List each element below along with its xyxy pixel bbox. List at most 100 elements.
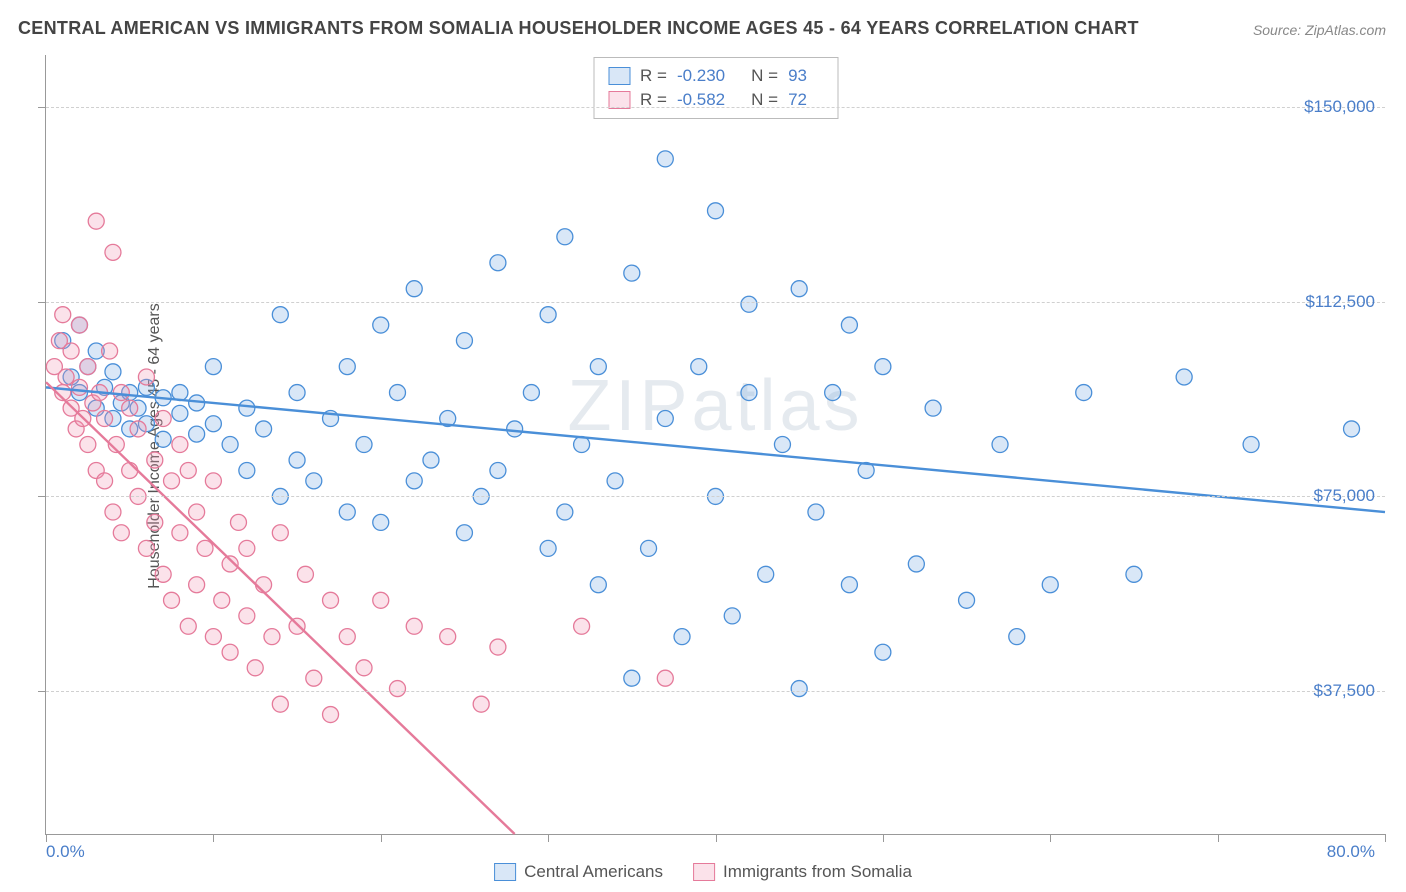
data-point	[875, 644, 891, 660]
data-point	[339, 504, 355, 520]
data-point	[440, 629, 456, 645]
legend-item-b: Immigrants from Somalia	[693, 862, 912, 882]
data-point	[113, 385, 129, 401]
x-tick-mark	[548, 834, 549, 842]
data-point	[641, 540, 657, 556]
data-point	[172, 525, 188, 541]
data-point	[189, 426, 205, 442]
x-axis-max-label: 80.0%	[1327, 842, 1375, 862]
data-point	[155, 431, 171, 447]
legend-swatch-a	[494, 863, 516, 881]
data-point	[373, 514, 389, 530]
plot-area: ZIPatlas R = -0.230 N = 93 R = -0.582 N …	[45, 55, 1385, 835]
data-point	[590, 577, 606, 593]
data-point	[205, 359, 221, 375]
y-tick-label: $37,500	[1314, 681, 1375, 701]
data-point	[674, 629, 690, 645]
stats-row-series-a: R = -0.230 N = 93	[608, 64, 823, 88]
data-point	[122, 400, 138, 416]
data-point	[58, 369, 74, 385]
data-point	[925, 400, 941, 416]
data-point	[574, 618, 590, 634]
r-value-a: -0.230	[677, 66, 725, 86]
data-point	[607, 473, 623, 489]
data-point	[289, 385, 305, 401]
data-point	[239, 540, 255, 556]
data-point	[741, 385, 757, 401]
data-point	[1126, 566, 1142, 582]
data-point	[88, 213, 104, 229]
data-point	[205, 416, 221, 432]
data-point	[507, 421, 523, 437]
data-point	[205, 473, 221, 489]
x-tick-mark	[883, 834, 884, 842]
x-tick-mark	[46, 834, 47, 842]
data-point	[1009, 629, 1025, 645]
data-point	[247, 660, 263, 676]
data-point	[122, 462, 138, 478]
data-point	[540, 307, 556, 323]
data-point	[306, 473, 322, 489]
x-tick-mark	[1050, 834, 1051, 842]
data-point	[189, 577, 205, 593]
y-tick-label: $150,000	[1304, 97, 1375, 117]
data-point	[172, 405, 188, 421]
gridline-h	[46, 691, 1385, 692]
data-point	[105, 244, 121, 260]
data-point	[791, 281, 807, 297]
data-point	[540, 540, 556, 556]
x-tick-mark	[1218, 834, 1219, 842]
data-point	[197, 540, 213, 556]
data-point	[71, 317, 87, 333]
y-tick-mark	[38, 496, 46, 497]
data-point	[456, 333, 472, 349]
data-point	[841, 317, 857, 333]
legend-label-b: Immigrants from Somalia	[723, 862, 912, 882]
data-point	[272, 307, 288, 323]
data-point	[289, 618, 305, 634]
data-point	[657, 670, 673, 686]
data-point	[138, 540, 154, 556]
chart-container: CENTRAL AMERICAN VS IMMIGRANTS FROM SOMA…	[0, 0, 1406, 892]
data-point	[1076, 385, 1092, 401]
data-point	[557, 229, 573, 245]
data-point	[180, 618, 196, 634]
legend-label-a: Central Americans	[524, 862, 663, 882]
r-label-a: R =	[640, 66, 667, 86]
data-point	[155, 566, 171, 582]
data-point	[657, 411, 673, 427]
data-point	[406, 473, 422, 489]
scatter-plot-svg	[46, 55, 1385, 834]
data-point	[164, 473, 180, 489]
data-point	[80, 359, 96, 375]
data-point	[256, 421, 272, 437]
data-point	[97, 473, 113, 489]
data-point	[389, 385, 405, 401]
data-point	[473, 696, 489, 712]
data-point	[71, 379, 87, 395]
data-point	[406, 618, 422, 634]
data-point	[164, 592, 180, 608]
data-point	[239, 608, 255, 624]
data-point	[289, 452, 305, 468]
gridline-h	[46, 496, 1385, 497]
data-point	[180, 462, 196, 478]
data-point	[55, 307, 71, 323]
data-point	[222, 644, 238, 660]
bottom-legend: Central Americans Immigrants from Somali…	[494, 862, 912, 882]
data-point	[557, 504, 573, 520]
data-point	[105, 364, 121, 380]
data-point	[490, 462, 506, 478]
data-point	[1344, 421, 1360, 437]
data-point	[102, 343, 118, 359]
x-tick-mark	[213, 834, 214, 842]
stats-row-series-b: R = -0.582 N = 72	[608, 88, 823, 112]
gridline-h	[46, 302, 1385, 303]
x-tick-mark	[1385, 834, 1386, 842]
data-point	[80, 437, 96, 453]
data-point	[63, 343, 79, 359]
data-point	[841, 577, 857, 593]
x-axis-min-label: 0.0%	[46, 842, 85, 862]
legend-swatch-b	[693, 863, 715, 881]
y-tick-mark	[38, 107, 46, 108]
